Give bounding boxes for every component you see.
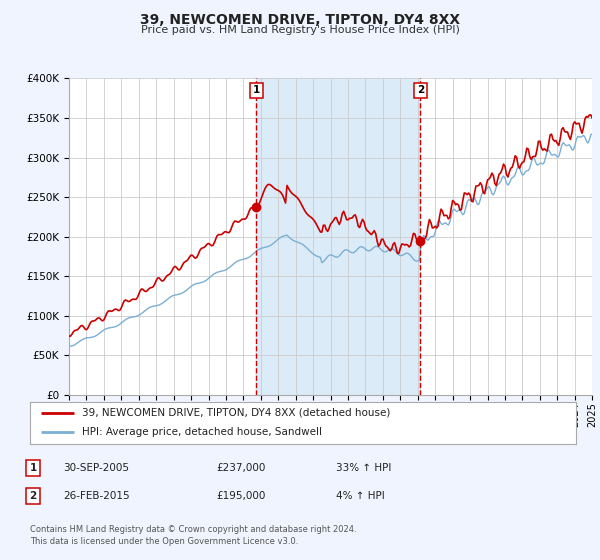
Text: 33% ↑ HPI: 33% ↑ HPI [336, 463, 391, 473]
Text: 30-SEP-2005: 30-SEP-2005 [63, 463, 129, 473]
Text: Price paid vs. HM Land Registry's House Price Index (HPI): Price paid vs. HM Land Registry's House … [140, 25, 460, 35]
Text: HPI: Average price, detached house, Sandwell: HPI: Average price, detached house, Sand… [82, 427, 322, 437]
Text: 2: 2 [29, 491, 37, 501]
Text: 4% ↑ HPI: 4% ↑ HPI [336, 491, 385, 501]
Text: Contains HM Land Registry data © Crown copyright and database right 2024.
This d: Contains HM Land Registry data © Crown c… [30, 525, 356, 546]
Text: 1: 1 [29, 463, 37, 473]
Text: 1: 1 [253, 85, 260, 95]
Text: 26-FEB-2015: 26-FEB-2015 [63, 491, 130, 501]
Text: 39, NEWCOMEN DRIVE, TIPTON, DY4 8XX: 39, NEWCOMEN DRIVE, TIPTON, DY4 8XX [140, 13, 460, 27]
Bar [256, 78, 421, 395]
Text: 2: 2 [417, 85, 424, 95]
Text: £237,000: £237,000 [216, 463, 265, 473]
Text: 39, NEWCOMEN DRIVE, TIPTON, DY4 8XX (detached house): 39, NEWCOMEN DRIVE, TIPTON, DY4 8XX (det… [82, 408, 390, 418]
Text: £195,000: £195,000 [216, 491, 265, 501]
